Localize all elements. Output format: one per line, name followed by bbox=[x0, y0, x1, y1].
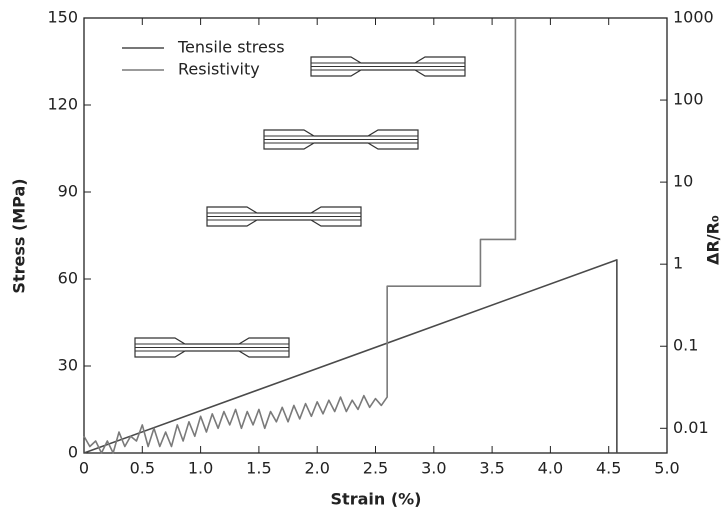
y2-tick-label: 0.01 bbox=[673, 418, 709, 437]
series-line bbox=[83, 259, 618, 454]
y-tick-label: 60 bbox=[58, 269, 78, 288]
x-tick-label: 4.0 bbox=[538, 459, 563, 478]
y2-tick-label: 10 bbox=[673, 172, 693, 191]
x-tick-label: 2.5 bbox=[363, 459, 388, 478]
legend-label: Tensile stress bbox=[177, 38, 285, 57]
y-tick-label: 0 bbox=[68, 443, 78, 462]
x-tick-label: 3.0 bbox=[421, 459, 446, 478]
y2-axis-title: ΔR/R₀ bbox=[704, 215, 723, 265]
x-tick-label: 3.5 bbox=[479, 459, 504, 478]
x-tick-label: 2.0 bbox=[304, 459, 329, 478]
x-axis-title: Strain (%) bbox=[331, 490, 422, 509]
x-tick-label: 0 bbox=[79, 459, 89, 478]
specimen-icons bbox=[134, 56, 466, 358]
y-tick-label: 120 bbox=[47, 95, 78, 114]
y-tick-label: 30 bbox=[58, 356, 78, 375]
y2-tick-label: 0.1 bbox=[673, 336, 698, 355]
y-tick-label: 150 bbox=[47, 8, 78, 27]
x-tick-label: 1.5 bbox=[246, 459, 271, 478]
plot-frame bbox=[83, 17, 668, 454]
x-tick-label: 0.5 bbox=[130, 459, 155, 478]
y-tick-label: 90 bbox=[58, 182, 78, 201]
x-tick-label: 4.5 bbox=[596, 459, 621, 478]
x-tick-label: 5.0 bbox=[654, 459, 679, 478]
y2-tick-label: 1000 bbox=[673, 8, 714, 27]
x-tick-label: 1.0 bbox=[188, 459, 213, 478]
legend-label: Resistivity bbox=[178, 60, 260, 79]
y2-tick-label: 100 bbox=[673, 90, 704, 109]
y-axis-title: Stress (MPa) bbox=[10, 178, 29, 293]
series-line bbox=[83, 18, 517, 454]
y2-tick-label: 1 bbox=[673, 254, 683, 273]
